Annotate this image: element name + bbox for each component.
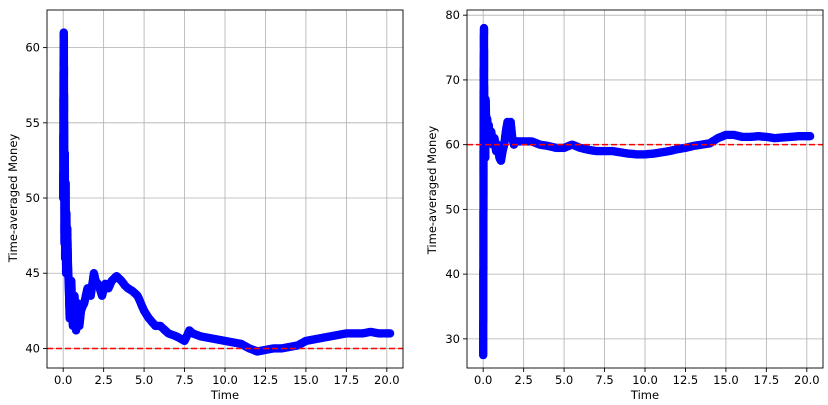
y-tick-label: 45 [25, 266, 40, 280]
x-axis-label: Time [210, 388, 239, 402]
y-tick-label: 50 [25, 191, 40, 205]
x-tick-label: 20.0 [374, 373, 400, 387]
y-axis-label: Time-averaged Money [425, 126, 439, 256]
data-point [805, 132, 815, 141]
y-tick-label: 40 [445, 267, 460, 281]
data-series [479, 23, 815, 360]
x-tick-label: 12.5 [253, 373, 279, 387]
x-tick-label: 17.5 [334, 373, 360, 387]
data-series [59, 28, 395, 356]
chart-panel-1: 0.0 2.5 5.0 7.5 10.0 12.5 15.0 17.5 20.0 40 45 50 55… [6, 9, 404, 402]
y-axis-label: Time-averaged Money [6, 134, 20, 264]
y-tick-label: 80 [445, 8, 460, 22]
x-tick-label: 20.0 [794, 373, 820, 387]
y-tick-label: 40 [25, 341, 40, 355]
x-tick-label: 0.0 [54, 373, 72, 387]
x-tick-label: 7.5 [595, 373, 613, 387]
x-tick-label: 15.0 [293, 373, 319, 387]
x-tick-label: 0.0 [474, 373, 492, 387]
y-tick-label: 60 [25, 41, 40, 55]
x-tick-label: 15.0 [713, 373, 739, 387]
x-tick-label: 12.5 [673, 373, 699, 387]
x-tick-label: 2.5 [94, 373, 112, 387]
x-tick-label: 10.0 [212, 373, 238, 387]
y-tick-label: 70 [445, 73, 460, 87]
y-tick-label: 50 [445, 202, 460, 216]
data-point [385, 329, 395, 338]
x-tick-label: 17.5 [754, 373, 780, 387]
y-tick-label: 30 [445, 332, 460, 346]
chart-panel-2: 0.0 2.5 5.0 7.5 10.0 12.5 15.0 17.5 20.0 30 40 50 60… [425, 8, 824, 402]
x-tick-label: 5.0 [135, 373, 153, 387]
y-tick-label: 55 [25, 116, 40, 130]
x-tick-label: 5.0 [555, 373, 573, 387]
x-tick-label: 7.5 [175, 373, 193, 387]
x-tick-label: 10.0 [632, 373, 658, 387]
y-tick-label: 60 [445, 138, 460, 152]
x-tick-label: 2.5 [514, 373, 532, 387]
x-axis-label: Time [630, 388, 659, 402]
